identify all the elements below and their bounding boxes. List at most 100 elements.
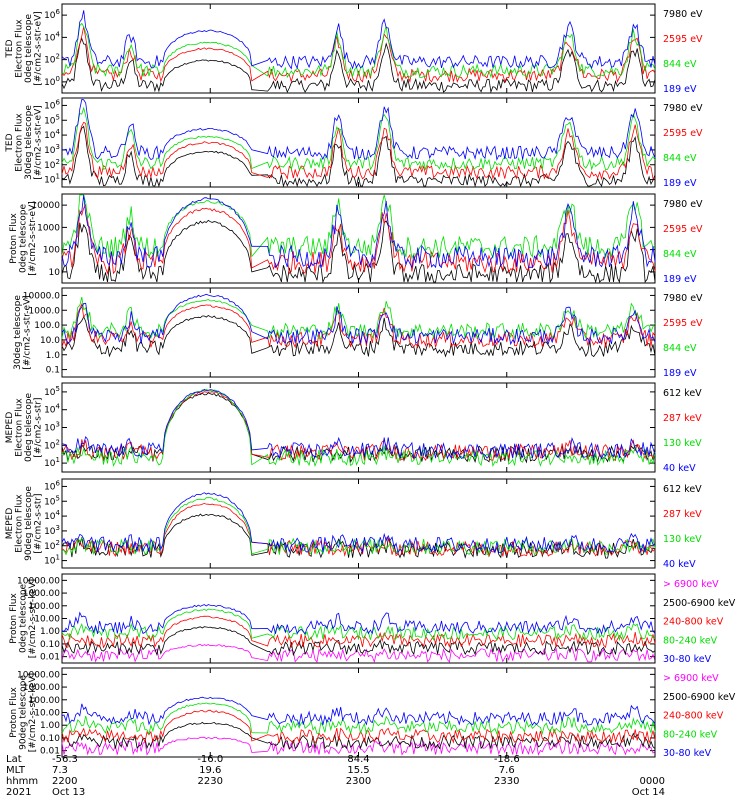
series-trace-240-800-kev	[61, 615, 656, 649]
y-tick-label: 104	[44, 509, 60, 522]
y-tick-label: 100	[44, 75, 60, 88]
y-tick-label: 101	[44, 173, 60, 186]
legend-entry: 612 keV	[663, 484, 702, 495]
legend-entry: 2595 eV	[663, 34, 703, 45]
x-row-label-lat: Lat	[6, 754, 22, 765]
legend-entry: 2500-6900 keV	[663, 692, 736, 703]
x-row-label-hhmm: hhmm	[6, 776, 38, 787]
legend-entry: 80-240 keV	[663, 729, 718, 740]
legend-entry: 7980 eV	[663, 103, 703, 114]
y-tick-label: 105	[44, 385, 60, 398]
series-trace-844-ev	[61, 194, 656, 260]
x-tick-label-hhmm: 0000	[640, 776, 665, 787]
legend-entry: 7980 eV	[663, 293, 703, 304]
x-tick-label-lat: -18.6	[494, 754, 520, 765]
y-tick-label: 106	[44, 8, 60, 21]
legend-entry: 30-80 keV	[663, 748, 712, 759]
series-trace-189-ev	[61, 194, 656, 269]
legend-entry: > 6900 keV	[663, 673, 719, 684]
y-tick-label: 106	[44, 98, 60, 111]
legend-entry: > 6900 keV	[663, 579, 719, 590]
y-axis-label-line: MEPED	[5, 508, 15, 540]
y-tick-label: 103	[44, 421, 60, 434]
y-axis-label-line: 0deg telescope	[19, 204, 29, 274]
y-axis-label-line: MEPED	[5, 412, 15, 444]
y-axis-label-line: [#/cm2-s-str]	[34, 397, 44, 457]
y-tick-label: 104	[44, 30, 60, 43]
y-tick-label: 10000.00	[17, 576, 60, 586]
y-axis-label-line: [#/cm2-s-str-eV]	[34, 11, 44, 86]
series-trace-40-kev	[61, 492, 656, 554]
x-tick-label-hhmm: 2200	[52, 776, 77, 787]
y-tick-label: 10000	[31, 201, 60, 211]
y-tick-label: 0.10	[40, 640, 60, 650]
y-axis-label-line: 90deg telescope	[19, 675, 29, 750]
panel-6: 101 102 103 104 105 106 MEPED Electron Flux 90de…	[5, 478, 702, 570]
panel-8: 0.01 0.10 1.00 10.00 100.00 1000.00 10000.00 Pr…	[9, 667, 736, 759]
y-tick-label: 1000.00	[23, 683, 60, 693]
legend-entry: 2595 eV	[663, 128, 703, 139]
y-tick-label: 0.01	[40, 653, 60, 663]
x-tick-label-lat: 84.4	[347, 754, 369, 765]
panel-2: 101 102 103 104 105 106 TED Electron Flux 30deg …	[5, 97, 703, 189]
legend-entry: 2595 eV	[663, 318, 703, 329]
series-trace-40-kev	[61, 388, 656, 460]
series-trace-130-kev	[61, 388, 656, 467]
legend-entry: 30-80 keV	[663, 654, 712, 665]
panel-frame	[61, 667, 656, 758]
series-trace-240-800-kev	[61, 709, 656, 744]
legend-entry: 40 keV	[663, 463, 696, 474]
series-trace-7980-ev	[61, 125, 656, 188]
legend-entry: 7980 eV	[663, 199, 703, 210]
legend-entry: 844 eV	[663, 153, 697, 164]
y-tick-label: 102	[44, 53, 60, 66]
y-axis-label-line: 0deg telescope	[24, 14, 34, 84]
series-trace-30-80-kev	[61, 604, 656, 636]
legend-entry: 2595 eV	[663, 224, 703, 235]
x-tick-label-mlt: 15.5	[347, 765, 369, 776]
series-trace-30-80-kev	[61, 696, 656, 727]
y-axis-label-line: Electron Flux	[15, 398, 25, 457]
x-tick-label-mlt: 19.6	[199, 765, 221, 776]
y-tick-label: 102	[44, 539, 60, 552]
y-axis-label-line: 30deg telescope	[24, 105, 34, 180]
series-trace-844-ev	[61, 296, 656, 340]
legend-entry: 40 keV	[663, 559, 696, 570]
x-row-label-year: 2021	[6, 787, 31, 798]
x-row-label-mlt: MLT	[6, 765, 26, 776]
y-axis-label-line: TED	[5, 39, 15, 58]
legend-entry: 844 eV	[663, 249, 697, 260]
y-tick-label: 10.0	[40, 336, 60, 346]
x-tick-label-date: Oct 14	[632, 787, 665, 798]
x-tick-label-lat: -56.3	[52, 754, 78, 765]
y-axis-label-line: Electron Flux	[15, 19, 25, 78]
y-tick-label: 101	[44, 554, 60, 567]
y-tick-label: 1.00	[40, 627, 60, 637]
series-trace-7980-ev	[61, 37, 656, 94]
legend-entry: 189 eV	[663, 368, 697, 379]
y-axis-label-line: Proton Flux	[9, 593, 19, 644]
series-trace--6900-kev	[61, 644, 656, 664]
legend-entry: 7980 eV	[663, 9, 703, 20]
y-axis-label-line: 0deg telescope	[24, 393, 34, 463]
y-tick-label: 102	[44, 158, 60, 171]
legend-entry: 2500-6900 keV	[663, 598, 736, 609]
y-tick-label: 10000.0	[23, 291, 60, 301]
panel-5: 101 102 103 104 105 MEPED Electron Flux 0deg te…	[5, 382, 702, 474]
y-axis-label-line: [#/cm2-s-str-eV]	[23, 295, 33, 370]
legend-entry: 189 eV	[663, 178, 697, 189]
y-tick-label: 10000.00	[17, 670, 60, 680]
y-tick-label: 100.0	[34, 321, 60, 331]
y-axis-label-line: [#/cm2-s-str]	[34, 493, 44, 553]
series-trace-612-kev	[61, 392, 656, 464]
panel-1: 100 102 104 106 TED Electron Flux 0deg telesco…	[5, 3, 703, 95]
legend-entry: 130 keV	[663, 534, 702, 545]
y-axis-label-line: Electron Flux	[15, 113, 25, 172]
y-tick-label: 101	[44, 456, 60, 469]
y-tick-label: 105	[44, 113, 60, 126]
y-tick-label: 10.00	[34, 709, 60, 719]
